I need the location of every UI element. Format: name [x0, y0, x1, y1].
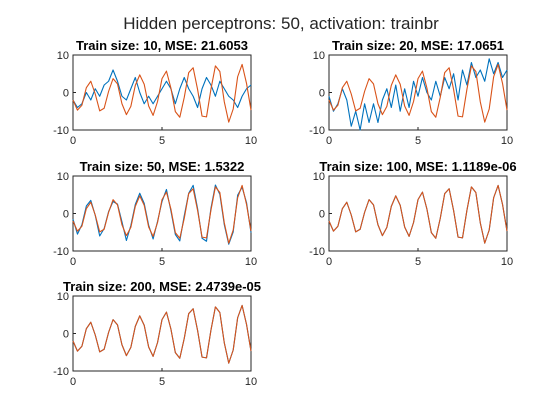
x-tick-label: 10 — [245, 135, 257, 147]
x-tick-label: 5 — [415, 135, 421, 147]
x-tick-label: 10 — [501, 135, 513, 147]
x-tick-label: 10 — [245, 256, 257, 268]
x-tick-label: 5 — [159, 256, 165, 268]
target-series-line — [72, 63, 252, 123]
y-tick-label: 10 — [57, 171, 69, 183]
y-tick-label: 0 — [63, 209, 69, 221]
subplot-title: Train size: 20, MSE: 17.0651 — [332, 38, 504, 53]
y-tick-label: 10 — [313, 50, 325, 62]
subplot-title: Train size: 200, MSE: 2.4739e-05 — [63, 279, 261, 294]
y-tick-label: -10 — [309, 246, 325, 258]
y-tick-label: -10 — [53, 246, 69, 258]
plot-area — [72, 54, 252, 131]
target-series-line — [328, 184, 508, 244]
prediction-series-line — [328, 58, 508, 131]
plot-area — [72, 175, 252, 252]
subplot-title: Train size: 50, MSE: 1.5322 — [80, 159, 245, 174]
plot-area — [328, 54, 508, 131]
x-tick-label: 0 — [70, 256, 76, 268]
x-tick-label: 0 — [70, 376, 76, 388]
plot-area — [328, 175, 508, 252]
x-tick-label: 5 — [415, 256, 421, 268]
y-tick-label: 10 — [57, 50, 69, 62]
x-tick-label: 10 — [501, 256, 513, 268]
x-tick-label: 10 — [245, 376, 257, 388]
y-tick-label: -10 — [53, 125, 69, 137]
y-tick-label: 0 — [319, 209, 325, 221]
subplot-title: Train size: 100, MSE: 1.1189e-06 — [319, 159, 516, 174]
x-tick-label: 5 — [159, 376, 165, 388]
target-series-line — [72, 304, 252, 364]
x-tick-label: 5 — [159, 135, 165, 147]
y-tick-label: 0 — [63, 329, 69, 341]
x-tick-label: 0 — [326, 256, 332, 268]
subplot-title: Train size: 10, MSE: 21.6053 — [76, 38, 248, 53]
y-tick-label: 0 — [319, 88, 325, 100]
figure-title: Hidden perceptrons: 50, activation: trai… — [123, 14, 439, 33]
target-series-line — [72, 184, 252, 244]
x-tick-label: 0 — [326, 135, 332, 147]
y-tick-label: -10 — [53, 366, 69, 378]
y-tick-label: 0 — [63, 88, 69, 100]
y-tick-label: 10 — [313, 171, 325, 183]
target-series-line — [328, 63, 508, 123]
y-tick-label: 10 — [57, 291, 69, 303]
y-tick-label: -10 — [309, 125, 325, 137]
x-tick-label: 0 — [70, 135, 76, 147]
plot-area — [72, 295, 252, 372]
